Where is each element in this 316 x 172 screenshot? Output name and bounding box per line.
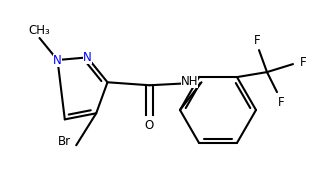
Text: CH₃: CH₃ [29,24,50,36]
Text: N: N [83,51,92,64]
Text: F: F [278,96,284,109]
Text: N: N [53,53,62,67]
Text: NH: NH [181,75,198,88]
Text: F: F [254,34,260,47]
Text: O: O [145,119,154,132]
Text: F: F [300,56,306,69]
Text: Br: Br [58,135,71,148]
